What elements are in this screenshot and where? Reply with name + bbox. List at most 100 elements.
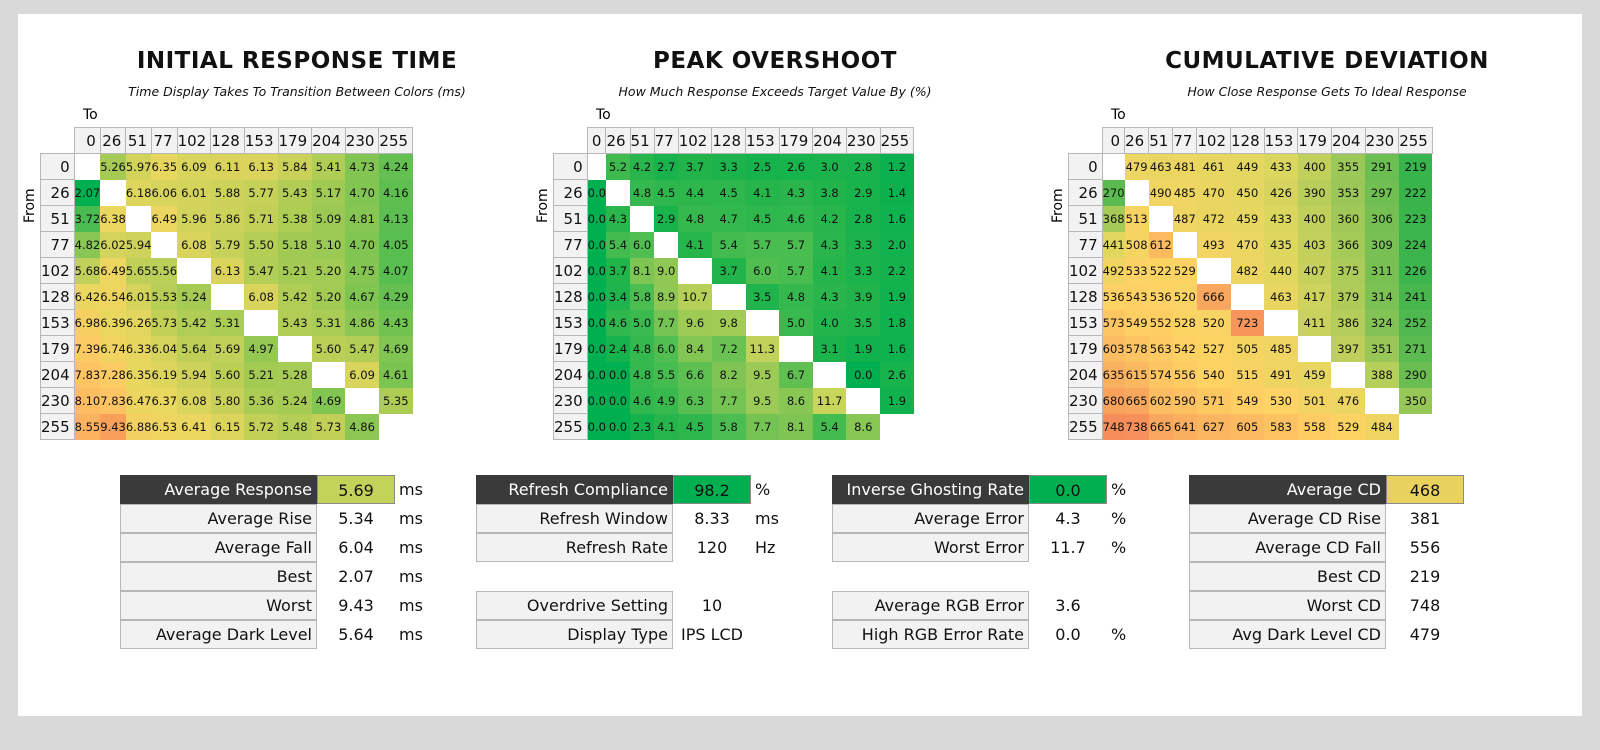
heatmap-cell: 8.1 [630, 257, 655, 284]
heatmap-cell: 4.6 [630, 387, 655, 414]
heatmap-cell: 4.43 [378, 309, 413, 336]
heatmap-cell: 4.2 [812, 205, 847, 232]
heatmap-cell: 0.0 [846, 361, 881, 388]
column-header: 51 [125, 127, 152, 154]
heatmap-cell: 2.6 [779, 153, 813, 180]
heatmap-cell-empty [812, 361, 847, 388]
heatmap-cell: 11.7 [812, 387, 847, 414]
column-header: 204 [311, 127, 346, 154]
heatmap-cell: 3.5 [846, 309, 881, 336]
heatmap-cell: 375 [1331, 257, 1366, 284]
stat-unit: Hz [755, 538, 776, 557]
heatmap-cell: 615 [1124, 361, 1149, 388]
heatmap-cell: 542 [1172, 335, 1197, 362]
heatmap-cell: 9.5 [745, 361, 780, 388]
chart-title: INITIAL RESPONSE TIME [136, 48, 458, 74]
heatmap-cell: 605 [1230, 413, 1265, 440]
stat-label: Average CD Rise [1189, 504, 1386, 533]
stat-unit: % [1111, 509, 1127, 528]
heatmap-cell: 491 [1264, 361, 1298, 388]
heatmap-cell-empty [846, 387, 881, 414]
chart-title: CUMULATIVE DEVIATION [1165, 48, 1489, 74]
stat-label: Average Error [832, 504, 1029, 533]
heatmap-cell: 8.6 [779, 387, 813, 414]
heatmap-cell: 4.29 [378, 283, 413, 310]
heatmap-cell: 5.86 [210, 205, 245, 232]
heatmap-cell: 5.56 [151, 257, 178, 284]
heatmap-cell: 6.35 [151, 153, 178, 180]
heatmap-cell: 515 [1230, 361, 1265, 388]
heatmap-cell: 4.4 [678, 179, 712, 206]
column-header: 153 [745, 127, 780, 154]
row-header: 77 [40, 231, 75, 258]
column-header: 153 [1263, 127, 1299, 154]
heatmap-cell: 665 [1148, 413, 1173, 440]
heatmap-cell: 536 [1148, 283, 1173, 310]
heatmap-cell: 4.7 [711, 205, 746, 232]
row-header: 0 [40, 153, 75, 180]
heatmap-cell: 5.96 [177, 205, 211, 232]
heatmap-cell: 1.9 [880, 283, 914, 310]
heatmap-cell: 6.88 [125, 413, 152, 440]
heatmap-cell: 4.16 [378, 179, 413, 206]
stat-value: 120 [696, 538, 728, 557]
stat-label: Display Type [476, 620, 673, 649]
heatmap-cell: 6.18 [125, 179, 152, 206]
heatmap-cell: 2.2 [880, 257, 914, 284]
heatmap-cell: 6.06 [151, 179, 178, 206]
heatmap-cell: 5.42 [177, 309, 211, 336]
heatmap-cell: 2.3 [630, 413, 655, 440]
heatmap-cell: 324 [1365, 309, 1399, 336]
heatmap-cell-empty [779, 335, 813, 362]
heatmap-cell: 4.0 [812, 309, 847, 336]
heatmap-cell: 602 [1148, 387, 1173, 414]
heatmap-cell: 4.73 [345, 153, 379, 180]
stat-value: 5.64 [338, 625, 374, 644]
heatmap-cell: 9.43 [100, 413, 126, 440]
y-axis-label: From [535, 188, 551, 223]
heatmap-cell: 4.81 [345, 205, 379, 232]
heatmap-cell: 479 [1124, 153, 1149, 180]
heatmap-cell: 482 [1230, 257, 1265, 284]
row-header: 153 [1068, 309, 1103, 336]
stat-row: Avg Dark Level CD 479 [1189, 620, 1504, 649]
heatmap-cell: 5.09 [311, 205, 346, 232]
heatmap-cell: 4.8 [630, 179, 655, 206]
stat-label: Refresh Compliance [476, 475, 673, 504]
row-header: 153 [40, 309, 75, 336]
heatmap-cell: 4.8 [630, 361, 655, 388]
heatmap-cell: 501 [1297, 387, 1332, 414]
heatmap-cell: 5.80 [210, 387, 245, 414]
heatmap-cell: 400 [1297, 205, 1332, 232]
heatmap-cell: 0.0 [587, 283, 606, 310]
heatmap-cell: 3.5 [745, 283, 780, 310]
stat-label: Average Fall [120, 533, 317, 562]
heatmap-cell: 612 [1148, 231, 1173, 258]
heatmap-cell: 2.9 [846, 179, 881, 206]
stat-label: Avg Dark Level CD [1189, 620, 1386, 649]
heatmap-cell-empty [210, 283, 245, 310]
heatmap-cell: 224 [1398, 231, 1433, 258]
heatmap-cell: 0.0 [605, 387, 631, 414]
row-header: 230 [553, 387, 588, 414]
heatmap-cell: 311 [1365, 257, 1399, 284]
column-header: 128 [210, 127, 245, 154]
heatmap-cell: 536 [1102, 283, 1125, 310]
heatmap-cell: 368 [1102, 205, 1125, 232]
heatmap-cell-empty [654, 231, 679, 258]
heatmap-cell: 9.0 [654, 257, 679, 284]
heatmap-cell: 435 [1264, 231, 1298, 258]
heatmap-cell: 388 [1365, 361, 1399, 388]
heatmap-cell: 2.0 [880, 231, 914, 258]
heatmap-cell: 4.6 [779, 205, 813, 232]
heatmap-cell: 0.0 [587, 231, 606, 258]
stat-value: 5.69 [317, 475, 395, 504]
heatmap-cell: 5.31 [210, 309, 245, 336]
stat-label: Average Response [120, 475, 317, 504]
heatmap-cell-empty [177, 257, 211, 284]
stat-value: 748 [1409, 596, 1441, 615]
heatmap-cell-empty [1172, 231, 1197, 258]
stat-label: Average CD [1189, 475, 1386, 504]
heatmap-cell: 4.97 [244, 335, 278, 362]
row-header: 255 [1068, 413, 1103, 440]
